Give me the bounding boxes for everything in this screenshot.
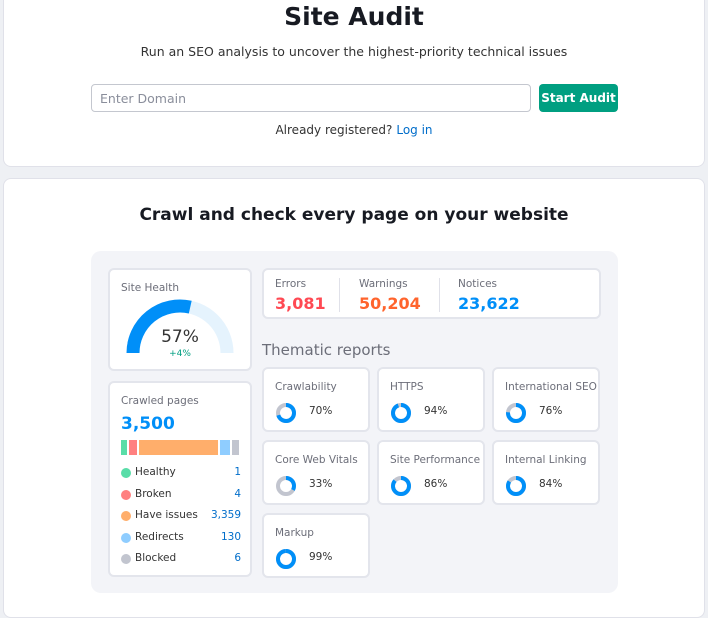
warnings-stat[interactable]: Warnings 50,204 — [359, 278, 421, 313]
legend-value[interactable]: 1 — [234, 466, 241, 478]
report-internal-linking[interactable]: Internal Linking 84% — [492, 440, 600, 505]
section-title: Crawl and check every page on your websi… — [139, 205, 569, 225]
report-core-web-vitals[interactable]: Core Web Vitals 33% — [262, 440, 370, 505]
report-donut — [506, 476, 526, 496]
legend-name: Blocked — [135, 552, 177, 564]
report-donut — [276, 476, 296, 496]
report-markup[interactable]: Markup 99% — [262, 513, 370, 578]
crawled-total: 3,500 — [121, 414, 175, 434]
legend-item[interactable]: Broken 4 — [121, 488, 241, 510]
donut-fill — [391, 476, 411, 496]
report-donut — [276, 549, 296, 569]
legend-item[interactable]: Blocked 6 — [121, 552, 241, 574]
login-link[interactable]: Log in — [396, 123, 433, 137]
legend-dot-icon — [121, 468, 131, 478]
errors-value: 3,081 — [275, 294, 326, 313]
start-audit-button[interactable]: Start Audit — [539, 84, 618, 112]
warnings-label: Warnings — [359, 278, 408, 290]
page-title: Site Audit — [284, 2, 424, 31]
legend-name: Redirects — [135, 530, 184, 543]
report-percent: 86% — [424, 478, 448, 490]
legend-dot-icon — [121, 511, 131, 521]
donut-fill — [276, 476, 296, 496]
bar-segment-have-issues — [139, 440, 218, 455]
notices-label: Notices — [458, 278, 498, 290]
legend-name: Healthy — [135, 466, 176, 478]
report-percent: 33% — [309, 478, 333, 490]
report-https[interactable]: HTTPS 94% — [377, 367, 485, 432]
legend-value[interactable]: 3,359 — [210, 509, 241, 521]
report-percent: 70% — [309, 405, 333, 417]
report-percent: 94% — [424, 405, 448, 417]
thematic-reports-title: Thematic reports — [262, 341, 391, 359]
site-health-card: Site Health 57% +4% — [108, 268, 252, 371]
legend-item[interactable]: Have issues 3,359 — [121, 509, 241, 531]
login-prompt: Already registered? Log in — [0, 123, 708, 137]
report-percent: 84% — [539, 478, 563, 490]
registered-text: Already registered? — [275, 123, 393, 137]
report-name: Core Web Vitals — [275, 454, 358, 466]
site-health-value: 57% — [161, 327, 199, 347]
errors-stat[interactable]: Errors 3,081 — [275, 278, 326, 313]
legend-item[interactable]: Healthy 1 — [121, 466, 241, 488]
donut-fill — [276, 403, 296, 423]
crawled-pages-card: Crawled pages 3,500 Healthy 1 Broken 4 Have … — [108, 381, 252, 577]
bar-segment-broken — [129, 440, 137, 455]
site-health-gauge — [126, 299, 234, 354]
legend-dot-icon — [121, 532, 131, 543]
notices-value: 23,622 — [458, 294, 520, 313]
report-international-seo[interactable]: International SEO 76% — [492, 367, 600, 432]
legend-value[interactable]: 4 — [234, 487, 241, 500]
report-name: HTTPS — [390, 381, 424, 393]
crawled-stacked-bar — [121, 440, 239, 455]
donut-fill — [506, 403, 526, 423]
bar-segment-healthy — [121, 440, 127, 455]
report-name: Crawlability — [275, 381, 337, 393]
donut-fill — [276, 549, 296, 569]
crawled-legend: Healthy 1 Broken 4 Have issues 3,359 Redirects… — [121, 466, 241, 574]
report-name: Internal Linking — [505, 454, 587, 466]
warnings-value: 50,204 — [359, 294, 421, 313]
legend-value[interactable]: 6 — [234, 552, 241, 564]
bar-segment-redirects — [220, 440, 230, 455]
report-name: Site Performance — [390, 454, 481, 466]
report-percent: 99% — [309, 551, 333, 563]
page-subtitle: Run an SEO analysis to uncover the highe… — [140, 44, 568, 59]
legend-dot-icon — [121, 554, 131, 564]
legend-name: Broken — [135, 487, 172, 500]
gauge-fill — [126, 299, 192, 354]
report-donut — [391, 403, 411, 423]
site-health-label: Site Health — [121, 282, 179, 294]
report-name: Markup — [275, 527, 314, 539]
crawled-pages-label: Crawled pages — [121, 395, 199, 407]
notices-stat[interactable]: Notices 23,622 — [458, 278, 520, 313]
donut-fill — [391, 403, 411, 423]
domain-input[interactable] — [91, 84, 531, 112]
report-donut — [276, 403, 296, 423]
report-percent: 76% — [539, 405, 563, 417]
report-donut — [506, 403, 526, 423]
legend-name: Have issues — [135, 509, 198, 521]
report-donut — [391, 476, 411, 496]
errors-label: Errors — [275, 278, 307, 290]
report-site-performance[interactable]: Site Performance 86% — [377, 440, 485, 505]
report-crawlability[interactable]: Crawlability 70% — [262, 367, 370, 432]
bar-segment-blocked — [232, 440, 239, 455]
issues-summary-card: Errors 3,081 Warnings 50,204 Notices 23,622 — [262, 268, 601, 319]
legend-value[interactable]: 130 — [220, 530, 241, 543]
legend-item[interactable]: Redirects 130 — [121, 531, 241, 553]
legend-dot-icon — [121, 489, 131, 500]
donut-fill — [506, 476, 526, 496]
report-name: International SEO — [505, 381, 597, 393]
audit-form-card — [3, 0, 705, 167]
site-health-delta: +4% — [169, 349, 191, 359]
